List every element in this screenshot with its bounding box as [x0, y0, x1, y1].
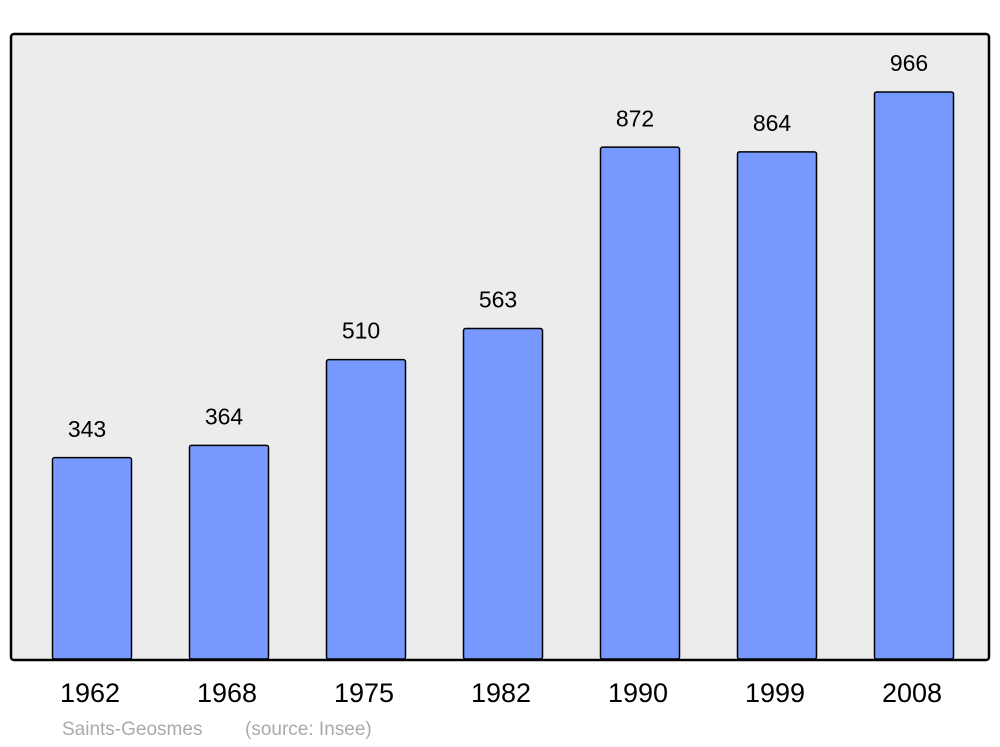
bar — [873, 91, 955, 660]
x-tick-label: 1982 — [471, 678, 531, 708]
bar — [188, 444, 270, 660]
x-tick-label: 2008 — [882, 678, 942, 708]
x-tick-label: 1975 — [334, 678, 394, 708]
x-tick-label: 1962 — [60, 678, 120, 708]
value-label: 343 — [68, 416, 106, 442]
chart-title: Saints-Geosmes — [62, 719, 202, 740]
value-label: 872 — [616, 105, 654, 131]
bar — [599, 146, 681, 660]
bar — [736, 151, 818, 660]
value-label: 563 — [479, 287, 517, 313]
bar — [51, 456, 133, 660]
value-label: 864 — [753, 110, 792, 136]
bar — [325, 358, 407, 660]
bar — [462, 327, 544, 660]
x-tick-label: 1999 — [745, 678, 805, 708]
x-tick-label: 1968 — [197, 678, 257, 708]
value-label: 966 — [890, 50, 928, 76]
value-label: 510 — [342, 318, 380, 344]
source-note: (source: Insee) — [245, 719, 372, 740]
value-label: 364 — [205, 403, 244, 429]
x-tick-label: 1990 — [608, 678, 668, 708]
